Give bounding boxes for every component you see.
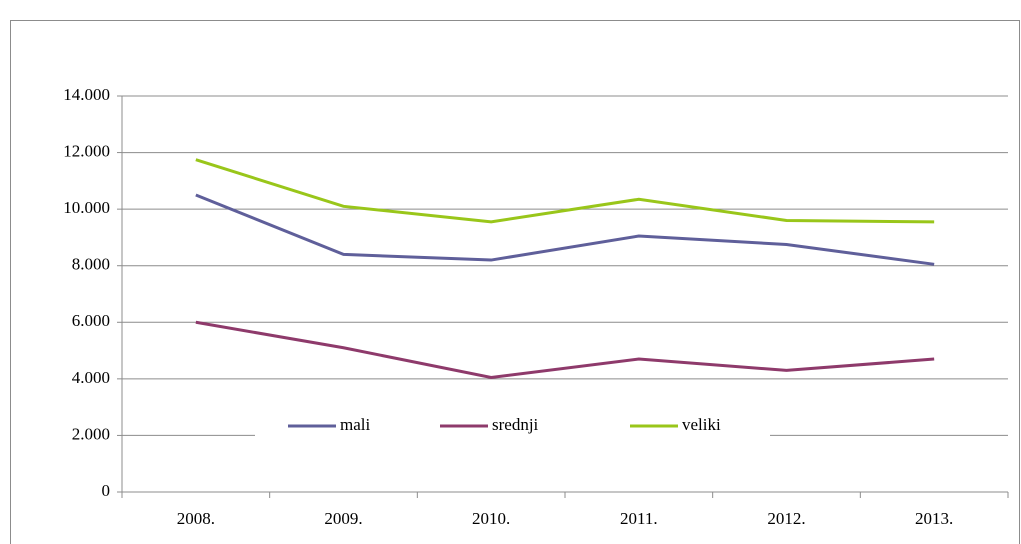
line-series bbox=[195, 320, 935, 379]
line-series bbox=[195, 158, 935, 224]
legend-box bbox=[255, 410, 770, 442]
y-tick-label: 12.000 bbox=[63, 141, 110, 160]
y-tick-label: 4.000 bbox=[72, 368, 110, 387]
x-tick-label: 2008. bbox=[177, 509, 215, 528]
y-tick-label: 10.000 bbox=[63, 198, 110, 217]
y-tick-label: 6.000 bbox=[72, 311, 110, 330]
x-tick-label: 2010. bbox=[472, 509, 510, 528]
x-tick-label: 2012. bbox=[767, 509, 805, 528]
x-tick-label: 2011. bbox=[620, 509, 658, 528]
y-tick-label: 2.000 bbox=[72, 424, 110, 443]
chart-frame bbox=[10, 20, 1020, 544]
legend-label: srednji bbox=[492, 415, 539, 434]
line-series bbox=[195, 193, 935, 266]
legend-label: veliki bbox=[682, 415, 721, 434]
legend-label: mali bbox=[340, 415, 370, 434]
x-tick-label: 2013. bbox=[915, 509, 953, 528]
y-tick-label: 0 bbox=[102, 481, 111, 500]
y-tick-label: 14.000 bbox=[63, 85, 110, 104]
y-tick-label: 8.000 bbox=[72, 255, 110, 274]
x-tick-label: 2009. bbox=[324, 509, 362, 528]
